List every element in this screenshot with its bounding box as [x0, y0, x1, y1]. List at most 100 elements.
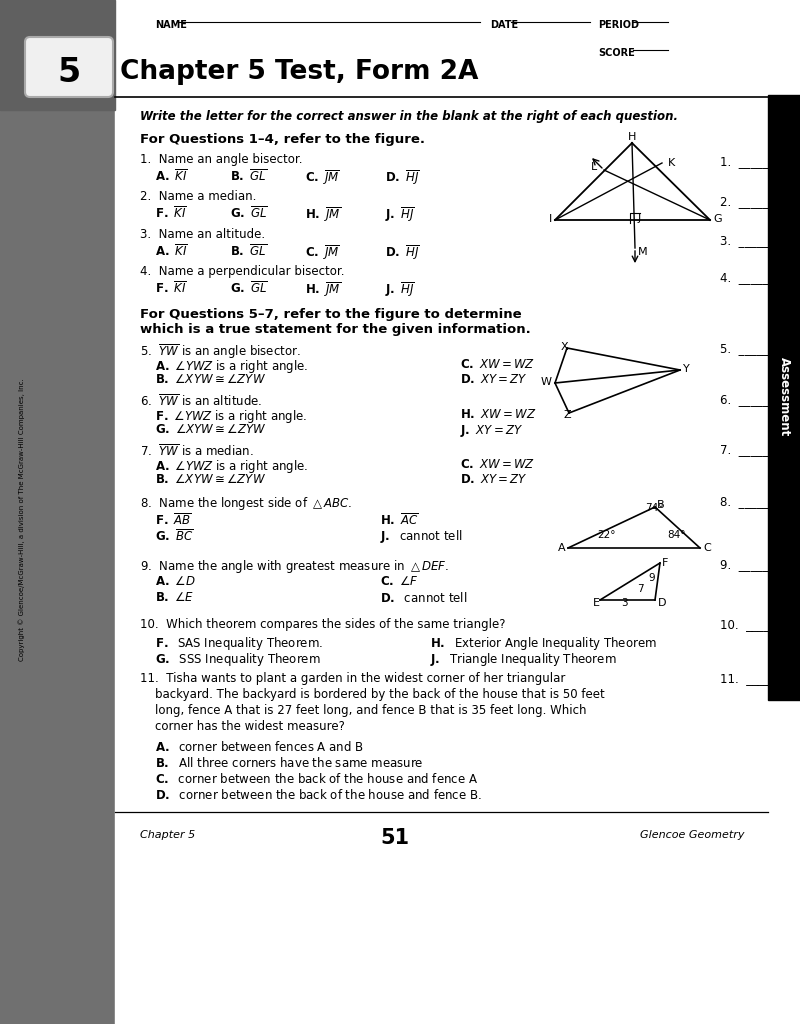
Text: $\mathbf{C.}$ $\angle F$: $\mathbf{C.}$ $\angle F$	[380, 575, 418, 588]
Text: I: I	[549, 214, 552, 224]
Text: H: H	[628, 132, 636, 142]
Text: 6.  $\overline{YW}$ is an altitude.: 6. $\overline{YW}$ is an altitude.	[140, 393, 262, 409]
Text: 22°: 22°	[597, 530, 615, 540]
Text: NAME: NAME	[155, 20, 187, 30]
Text: $\mathbf{B.}$  All three corners have the same measure: $\mathbf{B.}$ All three corners have the…	[155, 756, 424, 770]
Text: For Questions 5–7, refer to the figure to determine: For Questions 5–7, refer to the figure t…	[140, 308, 522, 321]
Text: $\mathbf{B.}$ $\angle XYW \cong \angle ZYW$: $\mathbf{B.}$ $\angle XYW \cong \angle Z…	[155, 473, 266, 486]
Text: 84°: 84°	[667, 530, 686, 540]
Text: 3.  Name an altitude.: 3. Name an altitude.	[140, 228, 265, 241]
Text: $\mathbf{H.}\ \overline{AC}$: $\mathbf{H.}\ \overline{AC}$	[380, 512, 418, 528]
Text: $\mathbf{B.}\ \overline{GL}$: $\mathbf{B.}\ \overline{GL}$	[230, 243, 267, 259]
Text: X: X	[561, 342, 569, 352]
Text: $\mathbf{C.}\ \overline{JM}$: $\mathbf{C.}\ \overline{JM}$	[305, 243, 340, 261]
Text: E: E	[593, 598, 600, 608]
Text: Glencoe Geometry: Glencoe Geometry	[640, 830, 745, 840]
Text: Chapter 5: Chapter 5	[140, 830, 195, 840]
Text: $\mathbf{D.}$ $XY = ZY$: $\mathbf{D.}$ $XY = ZY$	[460, 473, 528, 486]
Text: 7.  $\overline{YW}$ is a median.: 7. $\overline{YW}$ is a median.	[140, 443, 254, 459]
Text: $\mathbf{A.}\ \overline{KI}$: $\mathbf{A.}\ \overline{KI}$	[155, 168, 188, 184]
Text: Z: Z	[563, 410, 570, 420]
Text: 1.  Name an angle bisector.: 1. Name an angle bisector.	[140, 153, 302, 166]
Polygon shape	[0, 0, 115, 1024]
Text: 5: 5	[58, 55, 81, 88]
Text: 3: 3	[621, 598, 628, 608]
Text: K: K	[668, 158, 675, 168]
Text: 2.  Name a median.: 2. Name a median.	[140, 190, 256, 203]
Text: $\mathbf{F.}$ $\angle YWZ$ is a right angle.: $\mathbf{F.}$ $\angle YWZ$ is a right an…	[155, 408, 307, 425]
Text: 9.  Name the angle with greatest measure in $\triangle DEF$.: 9. Name the angle with greatest measure …	[140, 558, 449, 575]
Text: 10.  Which theorem compares the sides of the same triangle?: 10. Which theorem compares the sides of …	[140, 618, 506, 631]
Text: $\mathbf{G.}$  SSS Inequality Theorem: $\mathbf{G.}$ SSS Inequality Theorem	[155, 651, 321, 668]
Text: $\mathbf{D.}$  cannot tell: $\mathbf{D.}$ cannot tell	[380, 591, 467, 605]
Text: $\mathbf{F.}\ \overline{AB}$: $\mathbf{F.}\ \overline{AB}$	[155, 512, 192, 528]
Text: $\mathbf{B.}\ \overline{GL}$: $\mathbf{B.}\ \overline{GL}$	[230, 168, 267, 184]
Text: 9: 9	[648, 573, 654, 583]
Text: 74°: 74°	[645, 503, 663, 513]
Text: $\mathbf{A.}$  corner between fences A and B: $\mathbf{A.}$ corner between fences A an…	[155, 740, 364, 754]
Text: 5.  _____: 5. _____	[720, 342, 768, 355]
Text: corner has the widest measure?: corner has the widest measure?	[155, 720, 345, 733]
Text: 8.  _____: 8. _____	[720, 495, 768, 508]
Text: $\mathbf{C.}\ \overline{JM}$: $\mathbf{C.}\ \overline{JM}$	[305, 168, 340, 186]
Text: $\mathbf{J.}\ \overline{HJ}$: $\mathbf{J.}\ \overline{HJ}$	[385, 205, 415, 224]
Text: 11.  Tisha wants to plant a garden in the widest corner of her triangular: 11. Tisha wants to plant a garden in the…	[140, 672, 566, 685]
Text: $\mathbf{A.}$ $\angle YWZ$ is a right angle.: $\mathbf{A.}$ $\angle YWZ$ is a right an…	[155, 458, 308, 475]
Text: $\mathbf{J.}$  cannot tell: $\mathbf{J.}$ cannot tell	[380, 528, 462, 545]
Text: Y: Y	[683, 364, 690, 374]
Text: 3.  _____: 3. _____	[720, 234, 768, 247]
Text: DATE: DATE	[490, 20, 518, 30]
Text: $\mathbf{F.}\ \overline{KI}$: $\mathbf{F.}\ \overline{KI}$	[155, 280, 186, 296]
Text: Write the letter for the correct answer in the blank at the right of each questi: Write the letter for the correct answer …	[140, 110, 678, 123]
Text: Chapter 5 Test, Form 2A: Chapter 5 Test, Form 2A	[120, 59, 478, 85]
Text: $\mathbf{D.}\ \overline{HJ}$: $\mathbf{D.}\ \overline{HJ}$	[385, 243, 420, 261]
Text: 2.  _____: 2. _____	[720, 195, 768, 208]
Text: $\mathbf{G.}$ $\angle XYW \cong \angle ZYW$: $\mathbf{G.}$ $\angle XYW \cong \angle Z…	[155, 423, 266, 436]
Text: $\mathbf{H.}\ \overline{JM}$: $\mathbf{H.}\ \overline{JM}$	[305, 280, 341, 299]
Polygon shape	[0, 0, 115, 110]
Text: SCORE: SCORE	[598, 48, 634, 58]
Text: backyard. The backyard is bordered by the back of the house that is 50 feet: backyard. The backyard is bordered by th…	[155, 688, 605, 701]
Text: F: F	[662, 558, 668, 568]
Text: $\mathbf{G.}\ \overline{GL}$: $\mathbf{G.}\ \overline{GL}$	[230, 205, 268, 221]
Text: J: J	[638, 213, 642, 223]
Text: W: W	[541, 377, 552, 387]
Text: $\mathbf{B.}$ $\angle XYW \cong \angle ZYW$: $\mathbf{B.}$ $\angle XYW \cong \angle Z…	[155, 373, 266, 386]
Text: $\mathbf{C.}$  corner between the back of the house and fence A: $\mathbf{C.}$ corner between the back of…	[155, 772, 478, 786]
Text: $\mathbf{H.}$  Exterior Angle Inequality Theorem: $\mathbf{H.}$ Exterior Angle Inequality …	[430, 635, 657, 652]
Text: $\mathbf{H.}\ \overline{JM}$: $\mathbf{H.}\ \overline{JM}$	[305, 205, 341, 223]
Text: G: G	[713, 214, 722, 224]
Text: 7.  _____: 7. _____	[720, 443, 768, 456]
Text: C: C	[703, 543, 710, 553]
Text: $\mathbf{F.}$  SAS Inequality Theorem.: $\mathbf{F.}$ SAS Inequality Theorem.	[155, 635, 323, 652]
Text: 1.  _____: 1. _____	[720, 155, 768, 168]
Text: $\mathbf{C.}$ $XW = WZ$: $\mathbf{C.}$ $XW = WZ$	[460, 458, 535, 471]
Text: long, fence A that is 27 feet long, and fence B that is 35 feet long. Which: long, fence A that is 27 feet long, and …	[155, 705, 586, 717]
Text: $\mathbf{G.}\ \overline{BC}$: $\mathbf{G.}\ \overline{BC}$	[155, 528, 194, 544]
Text: 7: 7	[637, 584, 644, 594]
Text: $\mathbf{D.}$ $XY = ZY$: $\mathbf{D.}$ $XY = ZY$	[460, 373, 528, 386]
Text: $\mathbf{A.}$ $\angle YWZ$ is a right angle.: $\mathbf{A.}$ $\angle YWZ$ is a right an…	[155, 358, 308, 375]
Text: Assessment: Assessment	[778, 357, 790, 436]
Text: PERIOD: PERIOD	[598, 20, 639, 30]
Text: 4.  _____: 4. _____	[720, 271, 768, 284]
Text: 10.  _____: 10. _____	[720, 618, 775, 631]
Text: 8.  Name the longest side of $\triangle ABC$.: 8. Name the longest side of $\triangle A…	[140, 495, 353, 512]
Text: $\mathbf{J.}$ $XY = ZY$: $\mathbf{J.}$ $XY = ZY$	[460, 423, 523, 439]
Text: For Questions 1–4, refer to the figure.: For Questions 1–4, refer to the figure.	[140, 133, 425, 146]
Text: D: D	[658, 598, 666, 608]
Text: 9.  _____: 9. _____	[720, 558, 768, 571]
Text: 5.  $\overline{YW}$ is an angle bisector.: 5. $\overline{YW}$ is an angle bisector.	[140, 342, 301, 360]
Text: $\mathbf{H.}$ $XW = WZ$: $\mathbf{H.}$ $XW = WZ$	[460, 408, 536, 421]
Polygon shape	[768, 95, 800, 700]
Text: $\mathbf{C.}$ $XW = WZ$: $\mathbf{C.}$ $XW = WZ$	[460, 358, 535, 371]
Text: $\mathbf{G.}\ \overline{GL}$: $\mathbf{G.}\ \overline{GL}$	[230, 280, 268, 296]
Text: A: A	[558, 543, 566, 553]
Polygon shape	[115, 0, 800, 1024]
Text: which is a true statement for the given information.: which is a true statement for the given …	[140, 323, 530, 336]
Text: $\mathbf{A.}$ $\angle D$: $\mathbf{A.}$ $\angle D$	[155, 575, 195, 588]
Text: M: M	[638, 247, 648, 257]
Text: $\mathbf{J.}$  Triangle Inequality Theorem: $\mathbf{J.}$ Triangle Inequality Theore…	[430, 651, 617, 668]
Text: 6.  _____: 6. _____	[720, 393, 768, 406]
Text: Copyright © Glencoe/McGraw-Hill, a division of The McGraw-Hill Companies, Inc.: Copyright © Glencoe/McGraw-Hill, a divis…	[18, 379, 26, 662]
